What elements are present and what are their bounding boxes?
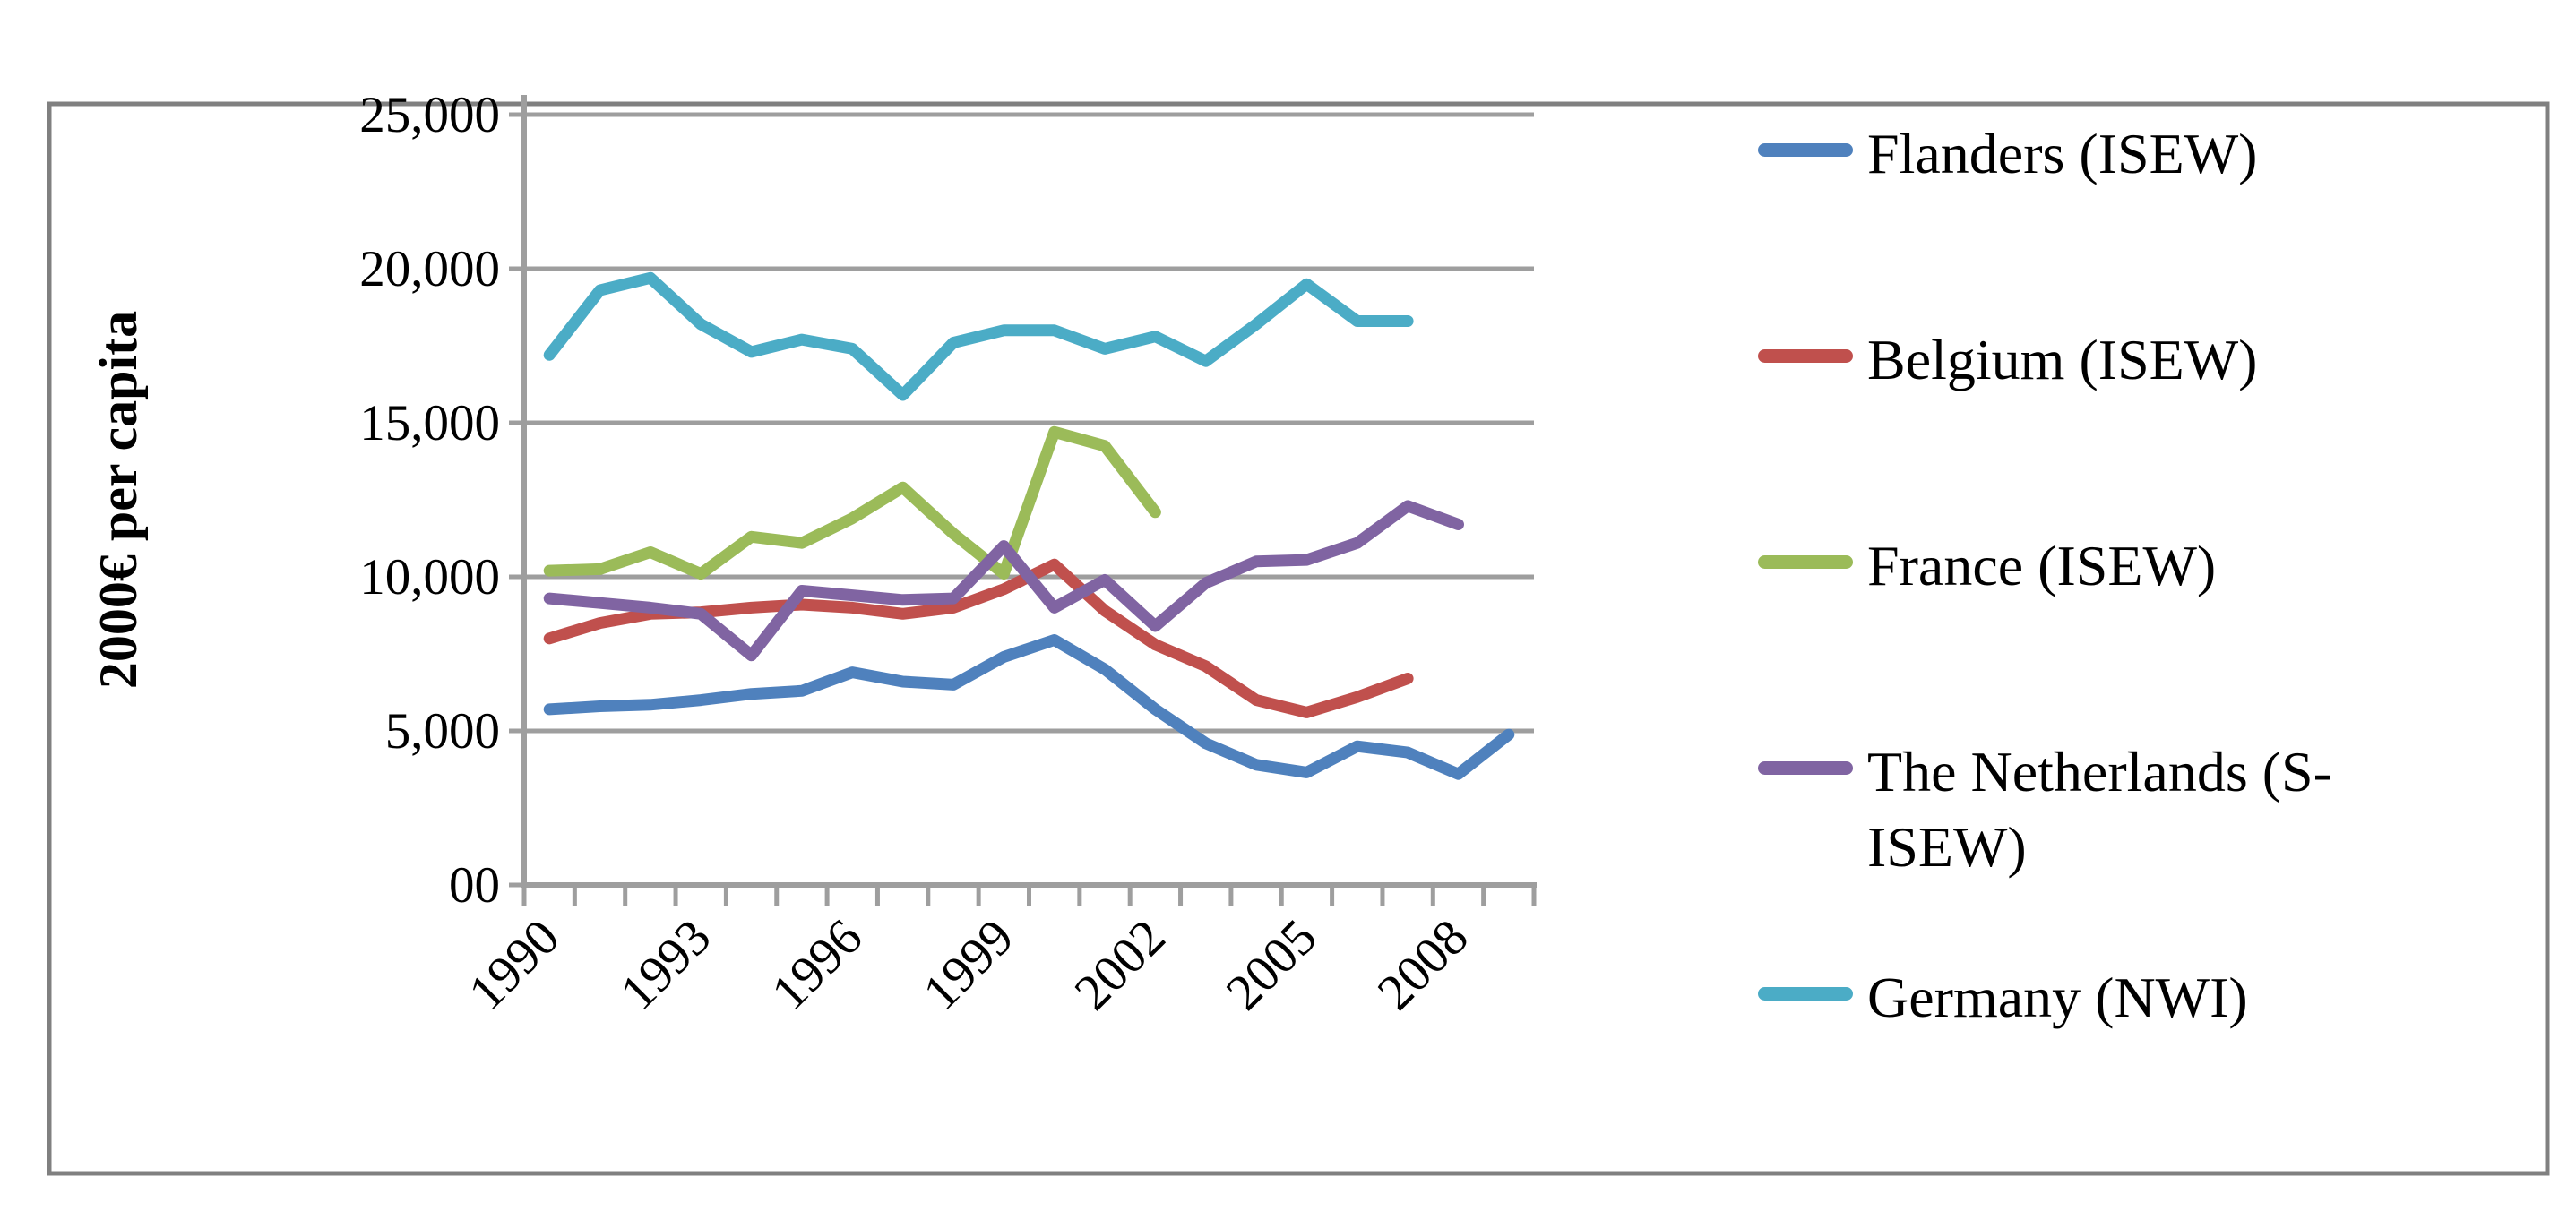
legend-label-flanders: Flanders (ISEW) (1867, 122, 2258, 185)
series-line-germany (543, 271, 1414, 401)
x-tick-label: 1996 (761, 909, 873, 1021)
series-line-netherlands (543, 500, 1464, 662)
y-tick-label: 15,000 (359, 395, 500, 451)
series-line-belgium (543, 558, 1414, 718)
legend-item-germany: Germany (NWI) (1758, 960, 2248, 1035)
legend-item-flanders: Flanders (ISEW) (1758, 116, 2257, 192)
legend-swatch-france (1758, 555, 1853, 569)
legend-swatch-netherlands (1758, 761, 1853, 775)
legend-label-france: France (ISEW) (1867, 534, 2217, 597)
y-tick-label: 00 (449, 857, 500, 914)
y-tick-label: 25,000 (359, 87, 500, 143)
y-tick-label: 5,000 (385, 703, 500, 760)
series-line-flanders (543, 634, 1515, 780)
x-tick-label: 2002 (1064, 909, 1176, 1021)
x-tick-label: 2005 (1215, 909, 1327, 1021)
legend-label-belgium: Belgium (ISEW) (1867, 328, 2258, 391)
x-tick-label: 1999 (912, 909, 1024, 1021)
legend-swatch-belgium (1758, 349, 1853, 363)
y-tick-label: 20,000 (359, 241, 500, 297)
y-tick-label: 10,000 (359, 549, 500, 606)
legend-item-france: France (ISEW) (1758, 528, 2216, 604)
legend-item-netherlands: The Netherlands (S-ISEW) (1758, 734, 2486, 886)
x-tick-label: 2008 (1367, 909, 1479, 1021)
x-tick-label: 1990 (458, 909, 570, 1021)
legend-item-belgium: Belgium (ISEW) (1758, 322, 2257, 398)
series-line-france (543, 425, 1161, 580)
x-tick-label: 1993 (609, 909, 721, 1021)
legend-swatch-flanders (1758, 143, 1853, 157)
legend-label-netherlands: The Netherlands (S-ISEW) (1867, 740, 2332, 880)
legend: Flanders (ISEW) Belgium (ISEW) France (I… (1758, 0, 2546, 1207)
chart-frame (47, 101, 2550, 1176)
legend-label-germany: Germany (NWI) (1867, 966, 2248, 1029)
legend-swatch-germany (1758, 987, 1853, 1001)
y-axis-title: 2000€ per capita (89, 311, 148, 689)
